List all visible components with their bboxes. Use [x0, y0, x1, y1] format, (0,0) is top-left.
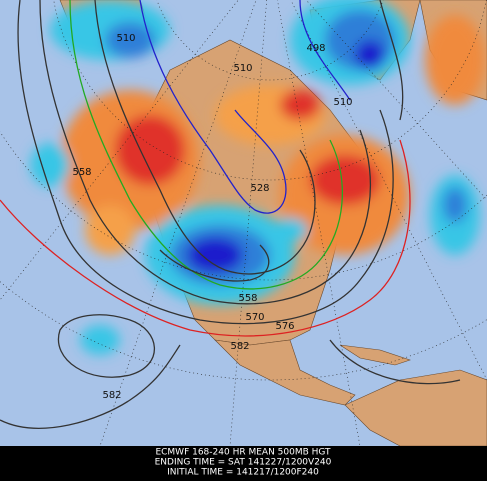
contour-label: 528: [250, 183, 269, 194]
caption-line: INITIAL TIME = 141217/1200F240: [167, 468, 319, 478]
caption-line: ENDING TIME = SAT 141227/1200V240: [155, 458, 332, 468]
contour-labels: 510 498 510 510 528 558 558 570 576 582 582: [72, 33, 352, 401]
contour-label: 576: [275, 321, 294, 332]
map-area: 510 498 510 510 528 558 558 570 576 582 582: [0, 0, 487, 446]
contour-label: 582: [230, 341, 249, 352]
contour-label: 558: [238, 293, 257, 304]
graticule: [0, 0, 487, 446]
anomaly-shading: [30, 0, 485, 355]
contour-label: 510: [116, 33, 135, 44]
caption-line: ECMWF 168-240 HR MEAN 500MB HGT: [155, 448, 331, 458]
contour-label: 582: [102, 390, 121, 401]
contour-label: 558: [72, 167, 91, 178]
height-contours: [0, 0, 461, 429]
caption-band: [0, 446, 487, 481]
contour-label: 510: [333, 97, 352, 108]
contour-label: 498: [306, 43, 325, 54]
contour-label: 570: [245, 312, 264, 323]
contour-label: 510: [233, 63, 252, 74]
